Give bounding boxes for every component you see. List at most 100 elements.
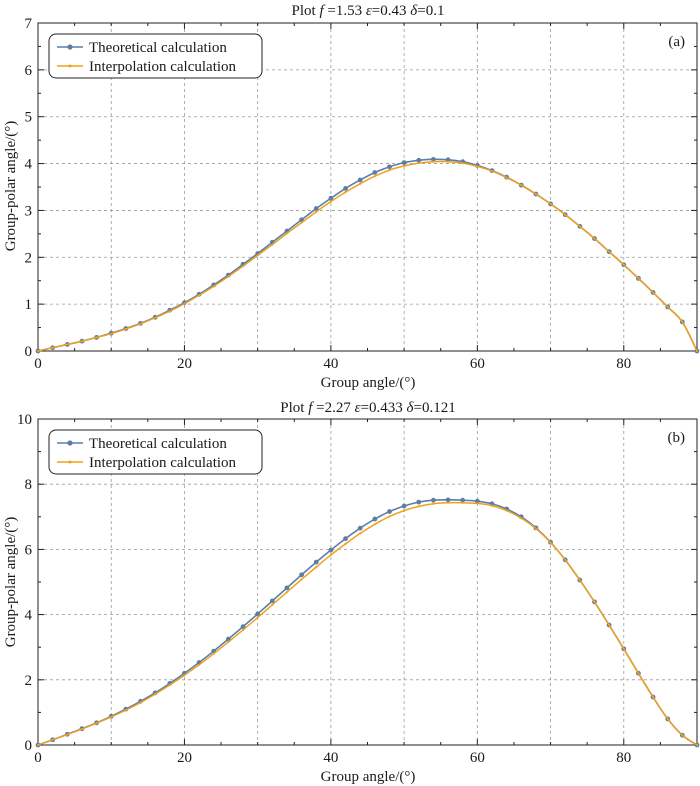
data-point (578, 225, 581, 228)
data-point (416, 157, 422, 163)
data-point (80, 340, 84, 343)
data-point (651, 695, 655, 699)
data-point (300, 578, 303, 581)
y-tick-label: 2 (25, 673, 33, 689)
data-point (490, 504, 494, 507)
data-point (212, 652, 215, 655)
series-theoretical-a (35, 156, 700, 354)
data-point (520, 517, 523, 520)
data-point (139, 322, 142, 325)
data-point (256, 254, 259, 257)
data-point (344, 542, 347, 545)
x-tick-label: 0 (34, 356, 42, 372)
panel-b: Plot f =2.27 ε=0.433 δ=0.121 0 20 40 60 80 0 2… (3, 400, 700, 785)
data-point (315, 210, 318, 213)
data-point (359, 532, 362, 535)
y-tick-label: 4 (25, 157, 33, 173)
data-point (197, 294, 201, 297)
data-point (285, 591, 289, 594)
data-point (344, 191, 347, 194)
data-point (637, 277, 640, 280)
data-point (446, 501, 450, 504)
x-tick-label: 40 (323, 356, 338, 372)
legend-label: Interpolation calculation (89, 59, 237, 75)
data-point (313, 206, 319, 211)
data-point (681, 734, 684, 737)
data-point (403, 164, 406, 168)
y-tick-label: 6 (25, 542, 33, 558)
y-tick-label: 0 (25, 738, 33, 754)
data-point (490, 169, 494, 173)
legend-a: Theoretical calculation Interpolation cal… (48, 33, 263, 79)
plot-area-b: 0 20 40 60 80 0 2 4 6 8 10 Theoretical calculation I… (17, 412, 700, 766)
data-point (608, 623, 611, 627)
data-point (183, 674, 186, 677)
data-point (622, 263, 625, 266)
series-line (37, 501, 698, 746)
data-point (608, 250, 611, 253)
data-point (445, 497, 451, 503)
data-point (387, 164, 392, 170)
data-point (359, 182, 362, 185)
data-point (95, 336, 98, 339)
series-interpolation-a (36, 160, 699, 353)
legend-swatch-marker (68, 64, 72, 68)
legend-b: Theoretical calculation Interpolation cal… (48, 429, 263, 475)
data-point (357, 525, 363, 531)
x-tick-label: 20 (177, 356, 192, 372)
data-point (154, 693, 157, 696)
data-point (313, 559, 319, 565)
data-point (446, 160, 450, 163)
data-point (431, 497, 436, 503)
legend-label: Theoretical calculation (89, 40, 227, 56)
data-point (401, 503, 407, 509)
data-point (534, 527, 538, 530)
data-point (256, 616, 259, 619)
x-tick-label: 80 (616, 750, 631, 766)
panel-a-title: Plot f =1.53 ε=0.43 δ=0.1 (292, 3, 445, 19)
x-tick-label: 20 (177, 750, 192, 766)
data-point (110, 332, 113, 335)
data-point (36, 743, 40, 747)
x-tick-label: 0 (34, 750, 42, 766)
series-interpolation-b (36, 501, 699, 747)
data-point (505, 509, 508, 512)
y-tick-label: 5 (25, 110, 33, 126)
data-point (124, 327, 127, 331)
data-point (110, 715, 113, 719)
data-point (520, 184, 523, 187)
data-point (241, 265, 245, 268)
panel-a: Plot f =1.53 ε=0.43 δ=0.1 0 20 40 60 80 0 1 2 3 4… (3, 3, 700, 391)
y-tick-label: 10 (17, 412, 32, 428)
data-point (666, 717, 669, 721)
x-tick-label: 80 (616, 356, 631, 372)
data-point (36, 349, 40, 353)
data-point (461, 501, 464, 504)
data-point (388, 169, 391, 172)
data-point (95, 722, 98, 725)
x-tick-label: 60 (470, 750, 485, 766)
data-point (476, 502, 479, 505)
data-point (564, 558, 567, 561)
data-point (431, 156, 436, 162)
data-point (328, 195, 334, 201)
legend-label: Theoretical calculation (89, 436, 227, 452)
data-point (271, 243, 274, 246)
data-point (315, 565, 318, 569)
data-point (461, 162, 464, 165)
legend-swatch-marker (67, 440, 73, 446)
panel-tag-a: (a) (668, 34, 685, 50)
data-point (255, 611, 261, 617)
data-point (299, 572, 304, 578)
data-point (695, 743, 699, 747)
data-point (373, 523, 376, 526)
data-point (505, 176, 508, 179)
plot-area-a: 0 20 40 60 80 0 1 2 3 4 5 6 7 Theoretical calculation… (25, 16, 700, 372)
data-point (227, 275, 230, 278)
data-point (197, 663, 201, 666)
y-axis-label-b: Group-polar angle/(°) (3, 517, 19, 648)
data-point (357, 177, 363, 183)
series-theoretical-b (35, 497, 700, 748)
data-point (432, 502, 435, 505)
data-point (80, 727, 84, 731)
